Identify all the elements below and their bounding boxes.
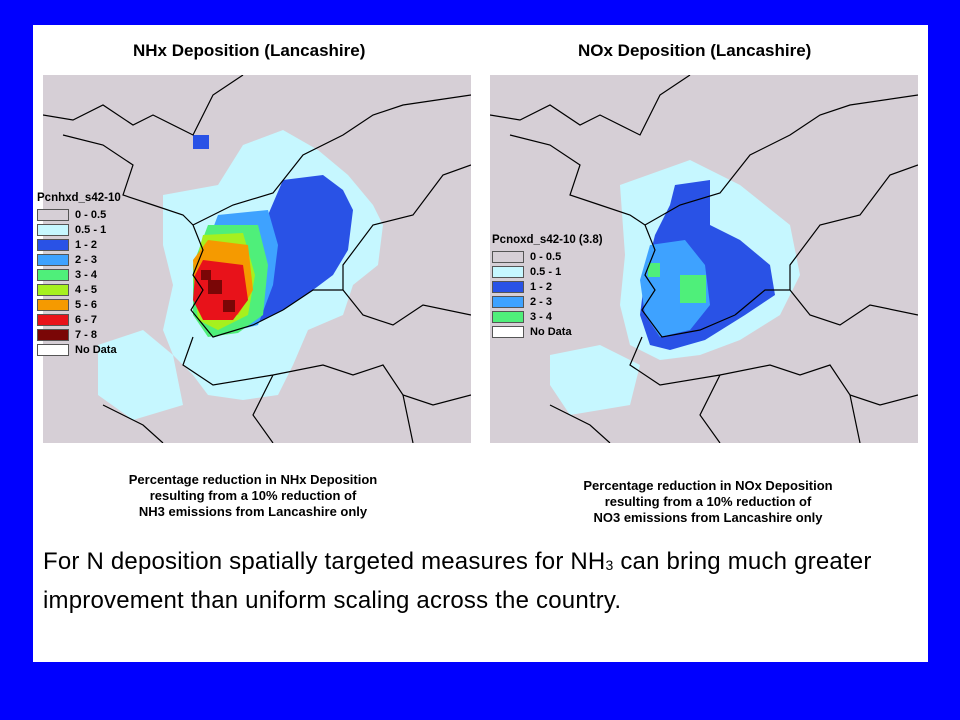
legend-label: 6 - 7 bbox=[75, 314, 98, 326]
legend-nhx: Pcnhxd_s42-10 0 - 0.5 0.5 - 1 1 - 2 2 - 3 3 … bbox=[37, 192, 177, 372]
legend-swatch bbox=[37, 239, 69, 251]
legend-swatch bbox=[37, 344, 69, 356]
legend-label: 7 - 8 bbox=[75, 329, 98, 341]
legend-swatch bbox=[37, 299, 69, 311]
body-text-part1: For N deposition spatially targeted meas… bbox=[43, 548, 606, 575]
legend-label: 2 - 3 bbox=[75, 254, 98, 266]
legend-nox: Pcnoxd_s42-10 (3.8) 0 - 0.5 0.5 - 1 1 - 2 2… bbox=[492, 234, 652, 374]
legend-label: 2 - 3 bbox=[530, 296, 553, 308]
legend-label: 0 - 0.5 bbox=[75, 209, 107, 221]
caption-line: NO3 emissions from Lancashire only bbox=[593, 510, 823, 525]
slide: NHx Deposition (Lancashire) bbox=[33, 25, 928, 662]
caption-nox: Percentage reduction in NOx Deposition r… bbox=[533, 478, 883, 526]
caption-line: NH3 emissions from Lancashire only bbox=[138, 504, 368, 519]
legend-label: No Data bbox=[75, 344, 117, 356]
legend-swatch bbox=[492, 311, 524, 323]
legend-label: 1 - 2 bbox=[530, 281, 553, 293]
legend-label: 3 - 4 bbox=[530, 311, 553, 323]
legend-label: 5 - 6 bbox=[75, 299, 98, 311]
body-text: For N deposition spatially targeted meas… bbox=[43, 544, 923, 619]
legend-label: 0.5 - 1 bbox=[75, 224, 107, 236]
map-title-nox: NOx Deposition (Lancashire) bbox=[578, 41, 812, 60]
legend-label: 3 - 4 bbox=[75, 269, 98, 281]
legend-label: 0 - 0.5 bbox=[530, 251, 562, 263]
caption-line: Percentage reduction in NHx Deposition bbox=[128, 472, 378, 487]
caption-line: resulting from a 10% reduction of bbox=[149, 488, 357, 503]
caption-nhx: Percentage reduction in NHx Deposition r… bbox=[83, 472, 423, 520]
legend-label: No Data bbox=[530, 326, 572, 338]
legend-swatch bbox=[492, 266, 524, 278]
body-text-part2: can bring much greater improvement than … bbox=[43, 548, 872, 614]
legend-swatch bbox=[37, 209, 69, 221]
map-nhx-graphic bbox=[43, 75, 471, 443]
legend-swatch bbox=[492, 251, 524, 263]
legend-swatch bbox=[492, 296, 524, 308]
legend-title: Pcnhxd_s42-10 bbox=[37, 192, 121, 204]
legend-swatch bbox=[37, 329, 69, 341]
legend-swatch bbox=[492, 281, 524, 293]
legend-label: 4 - 5 bbox=[75, 284, 98, 296]
map-title-nhx: NHx Deposition (Lancashire) bbox=[133, 41, 366, 60]
map-nox-graphic bbox=[490, 75, 918, 443]
legend-swatch bbox=[37, 224, 69, 236]
legend-label: 1 - 2 bbox=[75, 239, 98, 251]
body-text-subscript: 3 bbox=[605, 557, 614, 573]
map-nhx bbox=[43, 75, 471, 443]
legend-swatch bbox=[37, 284, 69, 296]
legend-swatch bbox=[37, 254, 69, 266]
legend-swatch bbox=[37, 269, 69, 281]
legend-label: 0.5 - 1 bbox=[530, 266, 562, 278]
legend-swatch bbox=[492, 326, 524, 338]
caption-line: Percentage reduction in NOx Deposition bbox=[583, 478, 833, 493]
legend-swatch bbox=[37, 314, 69, 326]
legend-title: Pcnoxd_s42-10 (3.8) bbox=[492, 234, 603, 246]
map-nox bbox=[490, 75, 918, 443]
caption-line: resulting from a 10% reduction of bbox=[604, 494, 812, 509]
